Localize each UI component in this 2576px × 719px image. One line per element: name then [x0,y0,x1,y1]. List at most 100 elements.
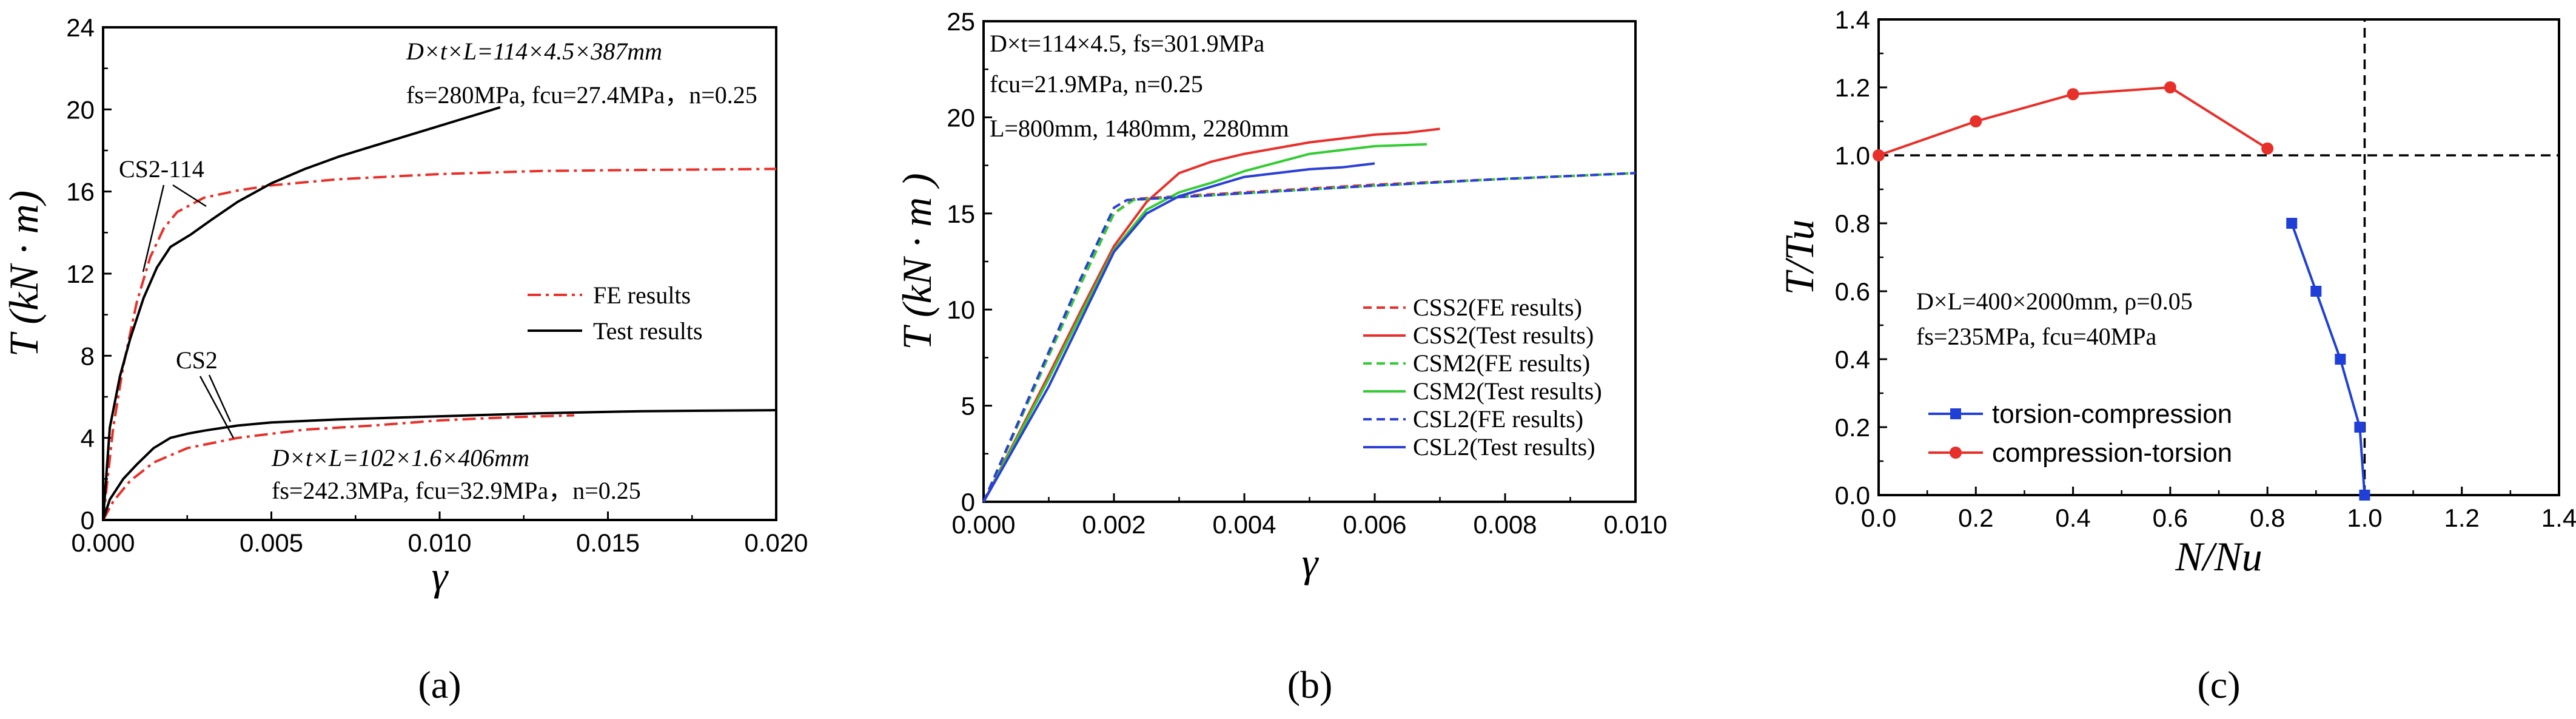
panel-c-label: (c) [2197,663,2240,706]
x-tick-label: 0.020 [744,528,808,557]
data-point-compression-torsion [2067,88,2079,101]
x-tick-label: 0.4 [2055,504,2090,532]
panel-c-reference-lines [1879,19,2559,495]
panel-a-bottom-params-2: fs=242.3MPa, fcu=32.9MPa，n=0.25 [272,477,641,504]
panel-a-series [102,106,777,521]
x-tick-label: 0.6 [2153,504,2188,532]
panel-b-series [982,127,1636,502]
panel-c-legend: torsion-compression compression-torsion [1928,399,2232,468]
legend-label-torsion-compression: torsion-compression [1992,399,2232,429]
panel-a-top-params-2: fs=280MPa, fcu=27.4MPa，n=0.25 [406,81,757,109]
y-tick-label: 4 [81,424,95,453]
panel-c-ylabel: T/Tu [1776,220,1822,295]
panel-c-params-1: D×L=400×2000mm, ρ=0.05 [1916,288,2193,315]
panel-b-legend: CSS2(FE results)CSS2(Test results)CSM2(F… [1363,294,1602,461]
data-point-compression-torsion [1970,115,1982,127]
data-point-compression-torsion [1873,149,1885,161]
x-tick-label: 0.015 [576,528,640,557]
y-tick-label: 0 [81,506,95,535]
series-line-torsion-compression [2290,223,2366,496]
legend-label-csl2-fe-results: CSL2(FE results) [1413,405,1583,433]
panel-c-series [1873,81,2370,501]
y-tick-label: 10 [947,295,975,324]
series-line-csl2-fe-results [982,172,1636,502]
x-tick-label: 0.008 [1473,510,1537,539]
panel-c-xlabel: N/Nu [2175,533,2262,579]
x-tick-label: 0.004 [1212,510,1276,539]
x-tick-label: 0.0 [1861,504,1896,532]
panel-b: 0.000 0.002 0.004 0.006 0.008 0.010 0 5 10 15 20 25… [894,7,1668,706]
y-tick-label: 0 [961,488,975,516]
x-tick-label: 0.010 [1603,510,1667,539]
panel-a-legend: FE results Test results [528,282,703,345]
y-tick-label: 24 [66,13,95,42]
y-tick-label: 20 [947,103,975,132]
y-tick-label: 5 [961,392,975,420]
series-line-csl2-test-results [982,162,1375,502]
y-tick-label: 0.4 [1835,345,1870,374]
panel-b-ticks: 0.000 0.002 0.004 0.006 0.008 0.010 0 5 10 15 20 25 [947,7,1667,539]
panel-b-xlabel: γ [1302,539,1320,586]
panel-a-xlabel: γ [432,553,449,599]
y-tick-label: 12 [66,260,95,288]
y-tick-label: 1.4 [1835,5,1870,34]
legend-label-test-results: Test results [593,317,703,345]
panel-a-arrows [142,184,235,439]
series-line-cs2-fe-results [102,414,575,521]
y-tick-label: 15 [947,200,975,228]
series-line-cs2-114-test-results [102,106,501,521]
panel-a: 0.000 0.005 0.010 0.015 0.020 0 4 8 12 16 20 24 T (… [1,13,808,706]
panel-c-params-2: fs=235MPa, fcu=40MPa [1916,323,2156,350]
y-tick-label: 0.0 [1835,481,1870,510]
y-tick-label: 1.0 [1835,141,1870,170]
x-tick-label: 0.006 [1343,510,1406,539]
legend-label-compression-torsion: compression-torsion [1992,438,2232,468]
series-line-csm2-fe-results [982,172,1636,502]
panel-b-params-1: D×t=114×4.5, fs=301.9MPa [990,30,1264,57]
y-tick-label: 0.8 [1835,209,1870,238]
y-tick-label: 0.6 [1835,277,1870,306]
y-tick-label: 1.2 [1835,73,1870,102]
series-line-cs2-test-results [102,409,777,521]
y-tick-label: 8 [81,342,95,370]
panel-b-params-2: fcu=21.9MPa, n=0.25 [990,70,1203,98]
legend-label-css2-test-results: CSS2(Test results) [1413,322,1594,349]
y-tick-label: 25 [947,7,975,36]
x-tick-label: 1.4 [2541,504,2576,532]
legend-label-css2-fe-results: CSS2(FE results) [1413,294,1582,321]
data-point-compression-torsion [2164,81,2176,93]
legend-label-fe-results: FE results [593,282,691,309]
series-line-csm2-test-results [982,143,1427,502]
legend-marker-compression-torsion [1950,447,1962,459]
panel-b-params-3: L=800mm, 1480mm, 2280mm [990,115,1289,142]
panel-a-top-params-1: D×t×L=114×4.5×387mm [406,38,662,65]
panel-a-label-cs2-114: CS2-114 [119,155,204,183]
panel-a-bottom-params-1: D×t×L=102×1.6×406mm [271,444,529,471]
panel-a-label-cs2: CS2 [176,346,218,374]
panel-a-ylabel: T (kN · m) [1,191,47,357]
panel-b-label: (b) [1287,663,1333,706]
panel-c: 0.0 0.2 0.4 0.6 0.8 1.0 1.2 1.4 0.0 0.2 0.4 0.6 0.8 1… [1776,5,2576,706]
x-tick-label: 0.002 [1082,510,1145,539]
panel-a-label: (a) [418,663,461,706]
y-tick-label: 0.2 [1835,413,1870,442]
data-point-compression-torsion [2261,142,2274,155]
x-tick-label: 1.2 [2444,504,2480,532]
x-tick-label: 0.000 [71,528,135,557]
y-tick-label: 16 [66,178,95,206]
x-tick-label: 1.0 [2347,504,2382,532]
legend-label-csm2-fe-results: CSM2(FE results) [1413,349,1590,377]
x-tick-label: 0.010 [408,528,471,557]
legend-label-csm2-test-results: CSM2(Test results) [1413,377,1602,405]
data-point-torsion-compression [2286,218,2298,229]
panel-b-ylabel: T (kN · m ) [894,173,940,350]
x-tick-label: 0.000 [951,510,1015,539]
series-line-css2-test-results [982,127,1440,502]
x-tick-label: 0.8 [2250,504,2285,532]
data-point-torsion-compression [2310,286,2322,297]
panel-c-ticks: 0.0 0.2 0.4 0.6 0.8 1.0 1.2 1.4 0.0 0.2 0.4 0.6 0.8 1… [1835,5,2576,532]
y-tick-label: 20 [66,95,95,124]
panel-a-ticks: 0.000 0.005 0.010 0.015 0.020 0 4 8 12 16 20 24 [66,13,808,557]
legend-marker-torsion-compression [1950,408,1961,419]
